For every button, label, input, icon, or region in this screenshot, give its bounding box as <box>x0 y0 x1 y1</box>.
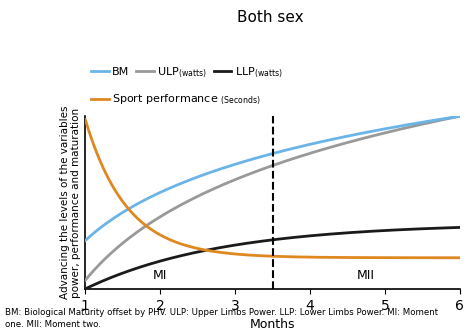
Text: Both sex: Both sex <box>237 10 303 25</box>
Text: MI: MI <box>153 269 167 282</box>
Legend: Sport performance $\mathregular{_{(Seconds)}}$: Sport performance $\mathregular{_{(Secon… <box>91 93 261 107</box>
Text: BM: Biological Maturity offset by PHV. ULP: Upper Limbs Power. LLP: Lower Limbs : BM: Biological Maturity offset by PHV. U… <box>5 308 438 329</box>
Y-axis label: Advancing the levels of the variables
power, performance and maturation: Advancing the levels of the variables po… <box>60 106 81 299</box>
Text: MII: MII <box>357 269 375 282</box>
X-axis label: Months: Months <box>250 318 295 331</box>
